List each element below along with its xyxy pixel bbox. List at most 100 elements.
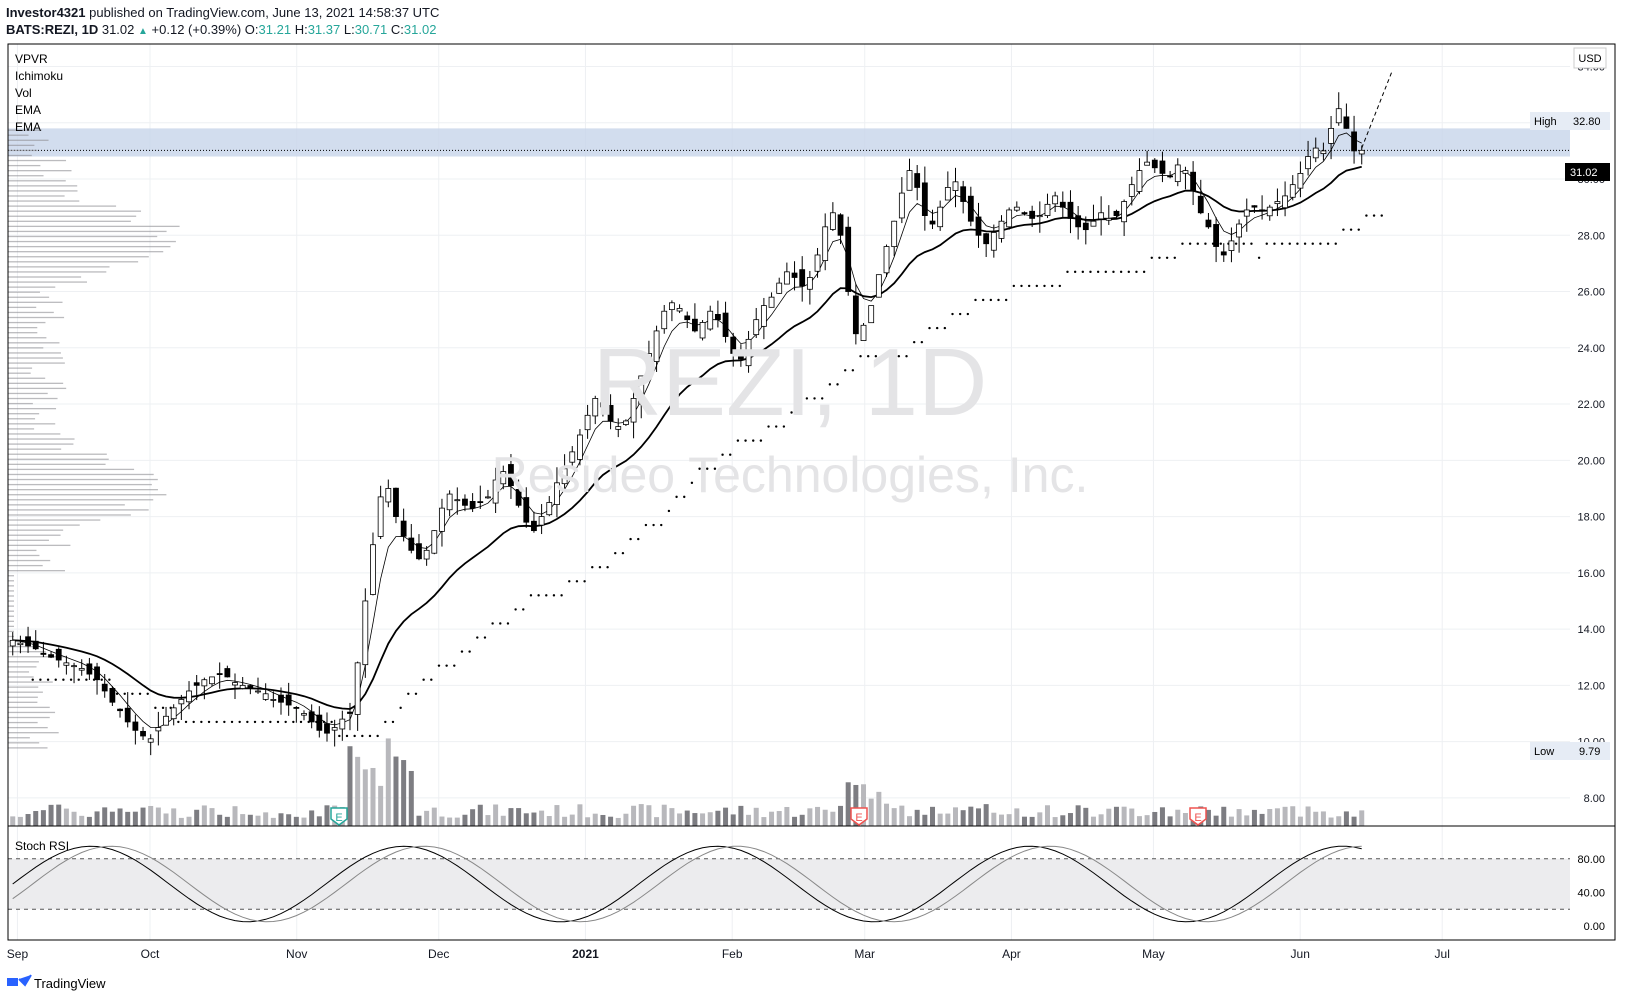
stoch-k-line <box>12 845 1362 923</box>
volume-bar <box>761 817 767 826</box>
vpvr-row <box>8 610 14 612</box>
vpvr-row <box>8 539 49 541</box>
indicator-ema-2[interactable]: EMA <box>15 120 41 134</box>
ichimoku-dot <box>1089 270 1092 274</box>
candle-body <box>232 682 238 686</box>
ichimoku-dot <box>253 720 257 724</box>
currency-box[interactable] <box>1573 47 1607 69</box>
ichimoku-dot <box>828 383 832 386</box>
candle-body <box>224 668 231 678</box>
candle-body <box>699 322 706 339</box>
x-tick-label: 2021 <box>572 947 599 961</box>
earnings-marker-nov[interactable]: E <box>330 807 348 826</box>
candle-body <box>469 501 476 509</box>
vpvr-row <box>8 245 171 248</box>
ichimoku-dot <box>54 678 57 681</box>
high-label: H: <box>294 22 308 37</box>
candle-body <box>1328 127 1334 144</box>
vpvr-row <box>8 170 72 172</box>
volume-bar <box>608 816 614 826</box>
ichimoku-dot <box>889 355 893 358</box>
last-price: 31.02 <box>101 22 135 37</box>
candle-body <box>209 676 215 685</box>
ichimoku-dot <box>77 678 80 681</box>
vpvr-row <box>8 382 64 384</box>
ichimoku-dot <box>621 551 625 555</box>
ichimoku-dot <box>1342 228 1345 231</box>
indicator-ema-1[interactable]: EMA <box>15 103 41 117</box>
ichimoku-dot <box>399 706 402 710</box>
candle-body <box>569 451 576 463</box>
volume-bar <box>470 809 476 826</box>
candle-body <box>852 295 859 335</box>
ichimoku-dot <box>1066 270 1069 274</box>
vpvr-row <box>8 266 110 268</box>
ichimoku-dot <box>230 720 234 724</box>
vpvr-row <box>8 575 14 577</box>
volume-bar <box>1343 811 1349 826</box>
ichimoku-dot <box>368 734 372 738</box>
candle-body <box>239 684 246 689</box>
vpvr-row <box>8 742 40 744</box>
candle-body <box>760 305 767 327</box>
x-tick-label: Mar <box>854 947 875 961</box>
candle-body <box>737 351 744 360</box>
y-tick-label: 12.00 <box>1577 680 1605 692</box>
ichimoku-dot <box>744 439 747 442</box>
vpvr-row <box>8 681 53 683</box>
volume-bar <box>654 817 660 826</box>
volume-bar <box>201 805 207 826</box>
indicator-ichimoku[interactable]: Ichimoku <box>15 69 63 83</box>
author-name[interactable]: Investor4321 <box>6 5 86 20</box>
candle-body <box>584 414 591 431</box>
candle-body <box>1090 220 1097 227</box>
volume-bar <box>454 817 460 826</box>
indicator-vpvr[interactable]: VPVR <box>15 52 48 66</box>
ichimoku-dot <box>131 692 134 695</box>
candle-body <box>1174 164 1181 183</box>
ichimoku-dot <box>775 425 778 428</box>
vpvr-row <box>8 347 44 349</box>
candle-body <box>485 496 491 499</box>
vpvr-row <box>8 261 139 263</box>
ichimoku-dot <box>1127 270 1130 274</box>
volume-bar <box>1090 816 1096 826</box>
volume-bar <box>1297 816 1303 826</box>
tradingview-logo[interactable]: TradingView <box>7 974 106 991</box>
candle-body <box>646 353 652 371</box>
candle-body <box>1297 172 1304 189</box>
volume-bar <box>899 805 905 826</box>
vpvr-row <box>8 590 14 592</box>
x-tick-label: Jun <box>1291 947 1310 961</box>
volume-bar <box>1305 806 1311 826</box>
candle-body <box>377 496 384 537</box>
volume-bar <box>945 813 951 826</box>
earnings-marker-may[interactable]: E <box>1189 807 1207 826</box>
volume-bar <box>255 815 261 826</box>
indicator-vol[interactable]: Vol <box>15 86 32 100</box>
candle-body <box>370 544 376 595</box>
volume-bar <box>684 810 690 826</box>
volume-bar <box>94 811 100 826</box>
ichimoku-dot <box>560 594 563 597</box>
earnings-marker-feb[interactable]: E <box>850 807 868 826</box>
volume-bar <box>117 808 123 826</box>
stoch-rsi-label[interactable]: Stoch RSI <box>15 839 69 853</box>
candle-body <box>898 192 905 219</box>
vpvr-row <box>8 185 78 187</box>
volume-bar <box>439 816 445 826</box>
svg-text:E: E <box>1194 812 1201 824</box>
y-tick-label: 28.00 <box>1577 230 1605 242</box>
vpvr-row <box>8 645 36 648</box>
ichimoku-dot <box>591 566 594 569</box>
candle-body <box>408 537 415 551</box>
candle-body <box>791 272 798 278</box>
candle-body <box>446 493 453 511</box>
volume-bar <box>815 806 821 826</box>
vpvr-row <box>8 711 56 714</box>
volume-bar <box>807 808 813 826</box>
symbol-label: BATS:REZI, 1D <box>6 22 99 37</box>
candle-body <box>960 186 967 202</box>
candle-body <box>676 308 683 312</box>
